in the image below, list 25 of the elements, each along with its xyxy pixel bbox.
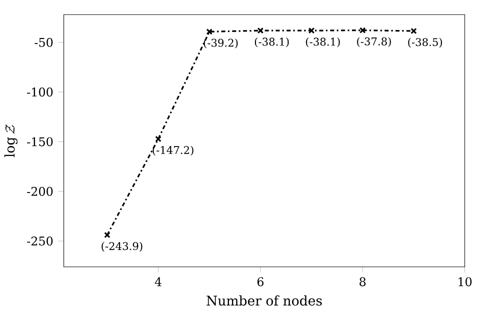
x-axis-title: Number of nodes <box>206 296 322 306</box>
point <box>308 28 315 34</box>
point <box>206 28 213 35</box>
y-tick-label: -100 <box>27 88 53 97</box>
data-label: (-38.5) <box>408 38 442 48</box>
x-tick-label: 10 <box>458 277 472 286</box>
data-label: (-39.2) <box>204 38 238 48</box>
y-tick-label: -50 <box>34 38 53 48</box>
y-tick-label: -200 <box>27 187 53 196</box>
x-tick-label: 4 <box>154 277 162 286</box>
point <box>359 27 366 34</box>
y-tick-label: -150 <box>27 137 53 146</box>
data-label: (-37.8) <box>357 37 391 48</box>
data-label: (-38.1) <box>254 38 289 48</box>
x-tick-label: 6 <box>257 277 264 286</box>
data-label: (-38.1) <box>306 38 340 48</box>
point <box>155 136 162 142</box>
y-axis-title: $\log \mathcal{Z}$ <box>4 124 18 158</box>
y-tick-label: -250 <box>27 236 53 246</box>
point <box>104 232 110 238</box>
x-tick-label: 8 <box>360 277 366 286</box>
data-label: (-147.2) <box>152 146 194 156</box>
point <box>257 28 264 34</box>
point <box>410 28 417 34</box>
data-label: (-243.9) <box>102 242 142 252</box>
